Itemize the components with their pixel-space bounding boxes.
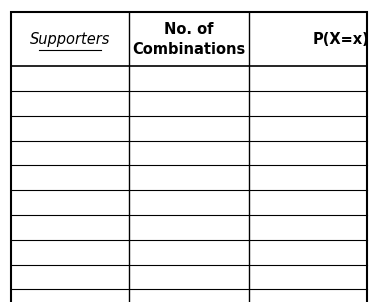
- Text: No. of
Combinations: No. of Combinations: [132, 22, 246, 57]
- Text: Supporters: Supporters: [30, 32, 110, 47]
- Text: P(X=x): P(X=x): [313, 32, 369, 47]
